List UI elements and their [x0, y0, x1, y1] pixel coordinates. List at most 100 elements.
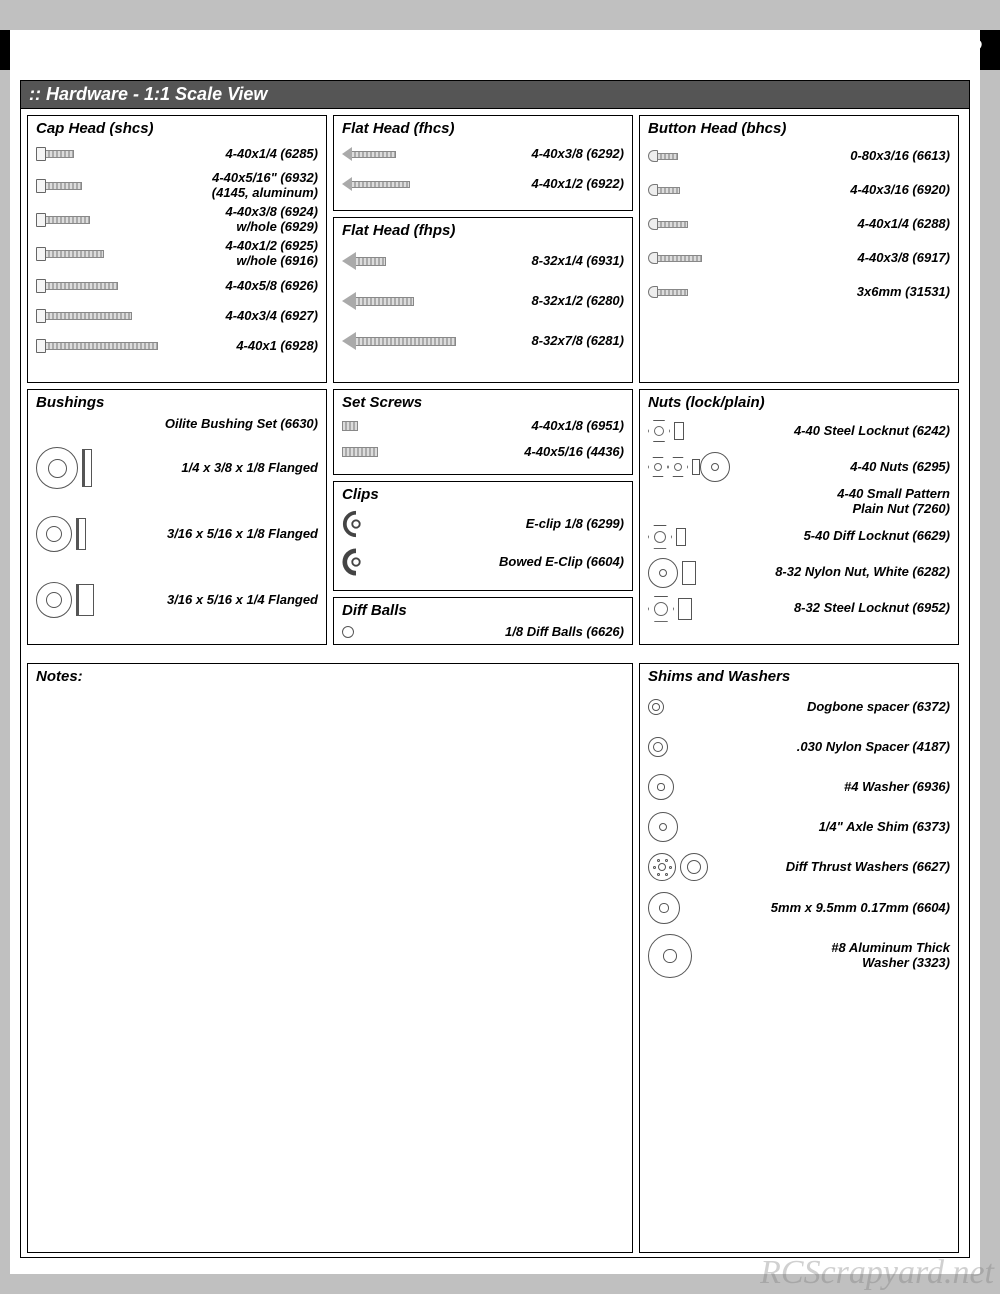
item-icon — [342, 447, 378, 457]
item-icon — [36, 582, 94, 618]
item-label: 4-40x1/8 (6951) — [358, 419, 624, 434]
item-icon — [36, 339, 158, 353]
item-label: 8-32x1/2 (6280) — [414, 294, 624, 309]
item-row: 4-40x3/8 (6917) — [640, 241, 958, 275]
item-row: 0-80x3/16 (6613) — [640, 139, 958, 173]
item-icon — [648, 892, 680, 924]
box-title: Diff Balls — [334, 598, 632, 621]
item-icon — [342, 292, 414, 310]
item-row: 8-32x1/2 (6280) — [334, 281, 632, 321]
item-row: #8 Aluminum ThickWasher (3323) — [640, 929, 958, 983]
item-label: .030 Nylon Spacer (4187) — [668, 740, 950, 755]
item-row: 8-32 Steel Locknut (6952) — [640, 591, 958, 627]
item-label: #8 Aluminum ThickWasher (3323) — [692, 941, 950, 971]
item-row: 4-40 Steel Locknut (6242) — [640, 413, 958, 449]
item-row: 4-40x5/16" (6932)(4145, aluminum) — [28, 169, 326, 203]
item-label: 5mm x 9.5mm 0.17mm (6604) — [680, 901, 950, 916]
item-label: 4-40x5/16 (4436) — [378, 445, 624, 460]
item-icon — [648, 934, 692, 978]
item-row: 4-40x3/8 (6292) — [334, 139, 632, 169]
item-row: 8-32x7/8 (6281) — [334, 321, 632, 361]
item-row: 3x6mm (31531) — [640, 275, 958, 309]
item-icon — [648, 218, 688, 230]
item-icon — [648, 596, 692, 622]
box-title: Cap Head (shcs) — [28, 116, 326, 139]
item-icon — [342, 510, 370, 538]
item-label: 4-40x1/4 (6285) — [74, 147, 318, 162]
box-clips: Clips E-clip 1/8 (6299) Bowed E-Clip (66… — [333, 481, 633, 591]
box-title: Nuts (lock/plain) — [640, 390, 958, 413]
item-label: 1/4" Axle Shim (6373) — [678, 820, 950, 835]
item-label: Dogbone spacer (6372) — [664, 700, 950, 715]
item-icon — [342, 252, 386, 270]
item-icon — [648, 420, 684, 442]
item-label: 1/4 x 3/8 x 1/8 Flanged — [92, 461, 318, 476]
box-title: Notes: — [28, 664, 632, 687]
item-row: 8-32x1/4 (6931) — [334, 241, 632, 281]
item-label: 3/16 x 5/16 x 1/8 Flanged — [86, 527, 318, 542]
item-label: 8-32x1/4 (6931) — [386, 254, 624, 269]
item-label: 0-80x3/16 (6613) — [678, 149, 950, 164]
item-row: #4 Washer (6936) — [640, 767, 958, 807]
item-row: 4-40x5/8 (6926) — [28, 271, 326, 301]
item-label: 4-40 Steel Locknut (6242) — [684, 424, 950, 439]
item-row: 4-40 Small PatternPlain Nut (7260) — [640, 485, 958, 519]
item-row: 4-40x1/4 (6285) — [28, 139, 326, 169]
item-label: Diff Thrust Washers (6627) — [708, 860, 950, 875]
item-icon — [648, 150, 678, 162]
item-icon — [342, 626, 354, 638]
item-label: 4-40x3/8 (6292) — [396, 147, 624, 162]
item-row: .030 Nylon Spacer (4187) — [640, 727, 958, 767]
item-label: E-clip 1/8 (6299) — [370, 517, 624, 532]
item-label: 4-40x1/4 (6288) — [688, 217, 950, 232]
item-label: 4-40 Small PatternPlain Nut (7260) — [648, 487, 950, 517]
box-set-screws: Set Screws 4-40x1/8 (6951) 4-40x5/16 (44… — [333, 389, 633, 475]
item-row: 4-40x1 (6928) — [28, 331, 326, 361]
item-label: 4-40x3/16 (6920) — [680, 183, 950, 198]
item-label: 4-40x5/16" (6932)(4145, aluminum) — [82, 171, 318, 201]
item-icon — [648, 252, 702, 264]
box-title: Bushings — [28, 390, 326, 413]
box-cap-head: Cap Head (shcs) 4-40x1/4 (6285) 4-40x5/1… — [27, 115, 327, 383]
item-label: 4-40x1/2 (6925)w/hole (6916) — [104, 239, 318, 269]
item-icon — [36, 516, 86, 552]
box-shims-washers: Shims and Washers Dogbone spacer (6372) … — [639, 663, 959, 1253]
item-row: 4-40x1/8 (6951) — [334, 413, 632, 439]
item-row: 3/16 x 5/16 x 1/8 Flanged — [28, 501, 326, 567]
item-row: 4-40x3/8 (6924)w/hole (6929) — [28, 203, 326, 237]
item-label: Bowed E-Clip (6604) — [370, 555, 624, 570]
item-label: 4-40 Nuts (6295) — [730, 460, 950, 475]
item-label: 4-40x1 (6928) — [158, 339, 318, 354]
item-icon — [342, 177, 410, 191]
item-icon — [648, 525, 686, 549]
item-row: Bowed E-Clip (6604) — [334, 543, 632, 581]
item-icon — [648, 853, 708, 881]
item-icon — [342, 548, 370, 576]
item-row: 4-40 Nuts (6295) — [640, 449, 958, 485]
box-button-head: Button Head (bhcs) 0-80x3/16 (6613) 4-40… — [639, 115, 959, 383]
item-icon — [648, 812, 678, 842]
item-label: 3/16 x 5/16 x 1/4 Flanged — [94, 593, 318, 608]
item-label: 4-40x3/8 (6924)w/hole (6929) — [90, 205, 318, 235]
item-icon — [36, 179, 82, 193]
item-row: 5-40 Diff Locknut (6629) — [640, 519, 958, 555]
box-title: Shims and Washers — [640, 664, 958, 687]
item-row: 5mm x 9.5mm 0.17mm (6604) — [640, 887, 958, 929]
item-label: 4-40x3/4 (6927) — [132, 309, 318, 324]
item-row: 4-40x1/4 (6288) — [640, 207, 958, 241]
hardware-grid: Cap Head (shcs) 4-40x1/4 (6285) 4-40x5/1… — [20, 108, 970, 1258]
item-row: 1/4" Axle Shim (6373) — [640, 807, 958, 847]
item-icon — [36, 147, 74, 161]
item-icon — [342, 421, 358, 431]
box-flat-head-fhcs: Flat Head (fhcs) 4-40x3/8 (6292) 4-40x1/… — [333, 115, 633, 211]
item-icon — [648, 558, 696, 588]
item-row: Diff Thrust Washers (6627) — [640, 847, 958, 887]
box-nuts: Nuts (lock/plain) 4-40 Steel Locknut (62… — [639, 389, 959, 645]
item-label: 8-32 Nylon Nut, White (6282) — [696, 565, 950, 580]
item-label: 4-40x3/8 (6917) — [702, 251, 950, 266]
box-title: Flat Head (fhps) — [334, 218, 632, 241]
box-title: Button Head (bhcs) — [640, 116, 958, 139]
box-title: Set Screws — [334, 390, 632, 413]
item-row: E-clip 1/8 (6299) — [334, 505, 632, 543]
item-icon — [648, 737, 668, 757]
